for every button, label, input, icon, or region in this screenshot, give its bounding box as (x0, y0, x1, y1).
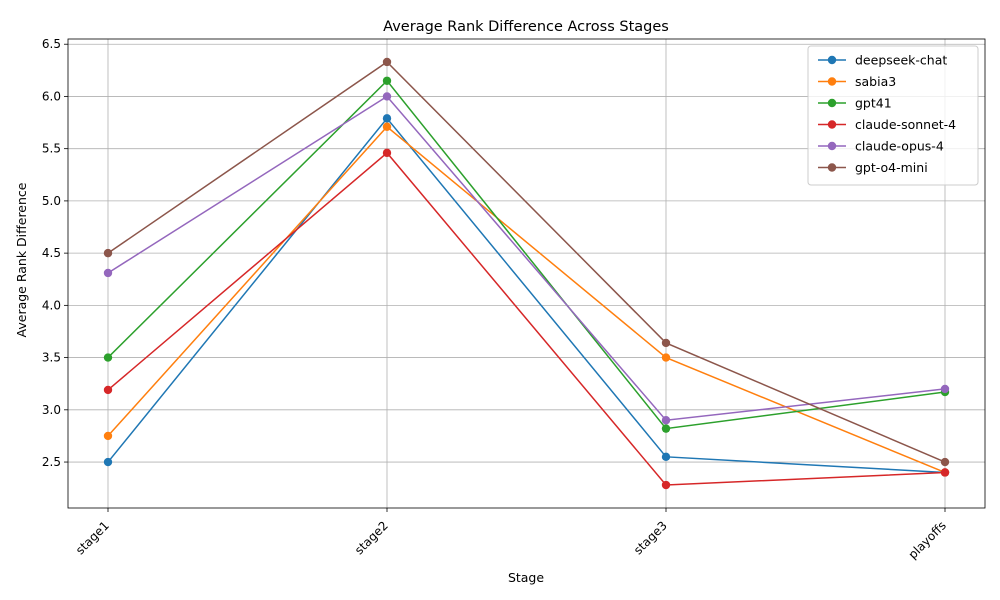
legend-marker (827, 120, 837, 129)
data-point (382, 122, 392, 131)
legend-label: gpt41 (855, 96, 892, 111)
data-point (940, 384, 950, 394)
data-point (103, 431, 113, 441)
series-sabia3 (103, 122, 950, 477)
y-tick-label: 3.5 (42, 351, 61, 365)
legend-marker (827, 77, 837, 86)
legend-marker (827, 141, 837, 151)
data-point (661, 424, 671, 433)
data-point (103, 353, 113, 362)
data-point (382, 92, 392, 101)
legend-marker (827, 55, 837, 65)
legend-label: claude-sonnet-4 (855, 117, 956, 132)
data-point (940, 457, 950, 467)
y-tick-label: 6.0 (42, 89, 61, 103)
series-line (107, 95, 946, 422)
series-layer (103, 57, 950, 490)
y-tick-label: 6.5 (42, 37, 61, 51)
data-point (661, 338, 671, 348)
x-axis-label: Stage (508, 570, 544, 585)
y-tick-label: 3.0 (42, 403, 61, 417)
legend-label: deepseek-chat (855, 53, 947, 68)
plot-frame (67, 38, 986, 509)
y-axis-label: Average Rank Difference (14, 182, 29, 337)
legend-label: claude-opus-4 (855, 139, 944, 154)
series-claude-opus-4 (103, 92, 950, 425)
data-point (382, 57, 392, 67)
data-point (103, 248, 113, 258)
x-axis-ticks: stage1 stage2 stage3 playoffs (73, 508, 949, 562)
legend-marker (827, 163, 837, 172)
x-tick-label: stage2 (352, 518, 391, 557)
y-tick-label: 2.5 (42, 455, 61, 469)
series-line (107, 61, 946, 463)
data-point (661, 416, 671, 425)
data-point (661, 480, 671, 490)
series-line (107, 117, 946, 474)
series-line (107, 79, 946, 430)
x-tick-label: playoffs (906, 518, 949, 561)
series-gpt-o4-mini (103, 57, 950, 467)
data-point (382, 76, 392, 85)
chart-title: Average Rank Difference Across Stages (383, 19, 669, 35)
y-tick-label: 4.0 (42, 298, 61, 312)
data-point (103, 268, 113, 278)
y-tick-label: 4.5 (42, 246, 61, 260)
legend-item: gpt-o4-mini (818, 160, 928, 175)
y-axis-ticks: 2.5 3.0 3.5 4.0 4.5 5.0 5.5 6.0 6.5 (42, 37, 68, 469)
series-claude-sonnet-4 (103, 148, 950, 490)
data-point (103, 457, 113, 467)
data-point (382, 114, 392, 123)
data-point (382, 148, 392, 158)
legend: deepseek-chat sabia3 gpt41 claude-sonnet-4 c… (807, 45, 979, 186)
data-point (661, 452, 671, 462)
legend-label: gpt-o4-mini (855, 160, 928, 175)
legend-item: claude-sonnet-4 (818, 117, 956, 132)
legend-marker (827, 98, 837, 108)
legend-item: sabia3 (818, 74, 896, 89)
x-tick-label: stage3 (631, 518, 670, 557)
data-point (661, 353, 671, 362)
data-point (940, 468, 950, 477)
y-tick-label: 5.5 (42, 142, 61, 156)
legend-item: deepseek-chat (818, 53, 947, 68)
x-tick-label: stage1 (73, 518, 112, 557)
series-line (107, 125, 946, 474)
grid-lines (68, 39, 985, 508)
legend-label: sabia3 (855, 74, 896, 89)
y-tick-label: 5.0 (42, 194, 61, 208)
series-line (107, 151, 946, 486)
series-gpt41 (103, 76, 950, 433)
data-point (103, 385, 113, 395)
legend-frame (807, 45, 979, 186)
legend-item: claude-opus-4 (818, 139, 944, 154)
legend-item: gpt41 (818, 96, 892, 111)
